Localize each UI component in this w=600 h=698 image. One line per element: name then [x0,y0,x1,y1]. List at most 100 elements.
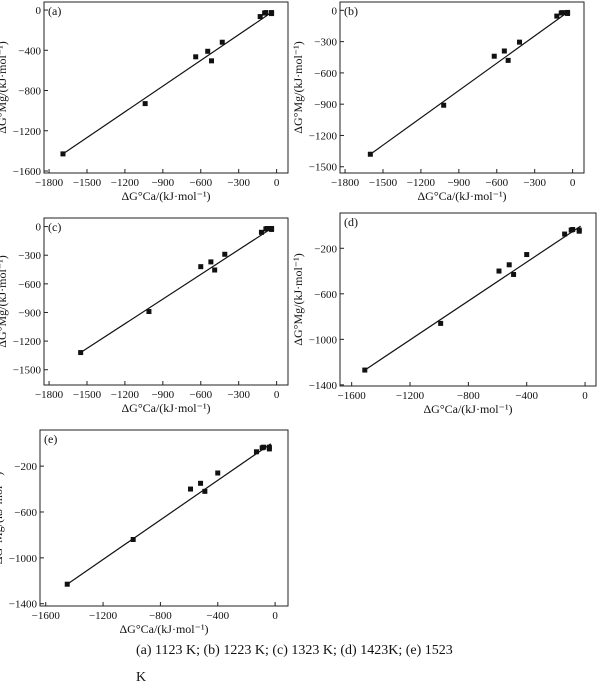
y-tick-label: −300 [18,250,41,262]
data-point [219,39,225,45]
x-tick-label: −1200 [111,389,140,401]
x-tick-label: −900 [151,177,174,189]
data-point [554,13,560,19]
data-point [269,11,275,17]
y-tick-label: 0 [332,5,338,17]
panel-c: −1800 −1500 −1200 −900 −600 −300 0 0 −300 −600 −90… [0,217,289,415]
y-axis-label: ΔG°Mg/(kJ·mol⁻¹) [0,255,9,347]
x-tick-label: −900 [151,389,174,401]
data-point [215,470,221,476]
data-point [253,449,259,455]
y-axis-label: ΔG°Mg/(kJ·mol⁻¹) [291,253,305,345]
y-tick-label: 0 [36,5,42,17]
data-point [78,350,84,356]
y-tick-label: −200 [14,461,37,473]
panel-d: −1600 −1200 −800 −400 0 −200 −600 −1000 −1400 (d)… [291,212,597,416]
data-point [441,102,447,108]
y-tick-label: −1400 [9,599,38,611]
x-tick-label: −300 [523,177,546,189]
caption-line-1: (a) 1123 K; (b) 1223 K; (c) 1323 K; (d) … [136,643,453,658]
x-tick-label: −1200 [407,177,436,189]
panel-a: −1800 −1500 −1200 −900 −600 −300 0 0 −400 −800 −12… [0,1,289,203]
data-point [209,58,215,64]
y-tick-label: −600 [314,68,337,80]
y-tick-label: −200 [314,243,337,255]
x-tick-label: −600 [485,177,508,189]
fit-line [80,227,274,354]
x-tick-label: −1500 [73,177,102,189]
y-tick-label: −600 [314,289,337,301]
x-tick-label: 0 [274,177,280,189]
x-tick-label: −900 [447,177,470,189]
data-point [506,262,512,268]
data-point [261,444,267,450]
panel-e: −1600 −1200 −800 −400 0 −200 −600 −1000 −1400 (e)… [0,429,289,636]
x-axis-label: ΔG°Ca/(kJ·mol⁻¹) [119,622,208,636]
data-point [362,367,368,373]
fit-line [364,225,582,371]
fit-line [369,10,570,155]
plot-frame [339,1,585,174]
panel-label: (a) [48,4,61,18]
data-point [565,10,571,16]
y-tick-label: −1600 [13,166,42,178]
y-tick-label: 0 [36,222,42,234]
x-tick-label: −1600 [32,610,61,622]
data-point [517,39,523,45]
data-point [496,268,502,274]
x-tick-label: −1500 [73,389,102,401]
panel-label: (b) [344,4,358,18]
y-tick-label: −600 [14,507,37,519]
x-tick-label: −600 [189,389,212,401]
data-point [570,227,576,233]
data-point [438,320,444,326]
data-point [258,229,264,235]
x-tick-label: 0 [274,389,280,401]
data-point [560,10,566,16]
data-point [188,486,194,492]
x-tick-label: −300 [227,389,250,401]
y-tick-label: −300 [314,37,337,49]
x-tick-label: 0 [582,390,588,402]
y-tick-label: −400 [18,45,41,57]
data-point [257,14,263,20]
y-axis-label: ΔG°Mg/(kJ·mol⁻¹) [0,472,5,564]
y-tick-label: −1000 [9,553,38,565]
y-tick-label: −900 [314,99,337,111]
fit-line [66,443,272,585]
data-point [64,581,70,587]
y-axis-label: ΔG°Mg/(kJ·mol⁻¹) [0,41,9,133]
plot-frame [43,217,289,386]
data-point [222,251,228,257]
x-tick-label: −1200 [111,177,140,189]
plot-frame [43,1,289,174]
data-point [505,57,511,63]
data-point [524,252,530,258]
data-point [562,231,568,237]
fit-line [62,11,274,155]
data-point [212,267,218,273]
data-point [263,10,269,16]
data-point [142,101,148,107]
x-tick-label: −1800 [331,177,360,189]
data-point [367,151,373,157]
y-axis-label: ΔG°Mg/(kJ·mol⁻¹) [291,41,305,133]
y-tick-label: −1400 [309,380,338,392]
y-tick-label: −900 [18,307,41,319]
panel-label: (e) [44,432,57,446]
x-tick-label: −400 [515,390,538,402]
x-tick-label: 0 [570,177,576,189]
y-tick-label: −1200 [309,130,338,142]
panel-label: (d) [344,215,358,229]
data-point [198,480,204,486]
data-point [60,151,66,157]
x-tick-label: −600 [189,177,212,189]
x-axis-label: ΔG°Ca/(kJ·mol⁻¹) [121,189,210,203]
data-point [491,53,497,59]
x-tick-label: −1200 [89,610,118,622]
data-point [205,48,211,54]
data-point [130,536,136,542]
x-tick-label: −400 [206,610,229,622]
data-point [269,226,275,232]
